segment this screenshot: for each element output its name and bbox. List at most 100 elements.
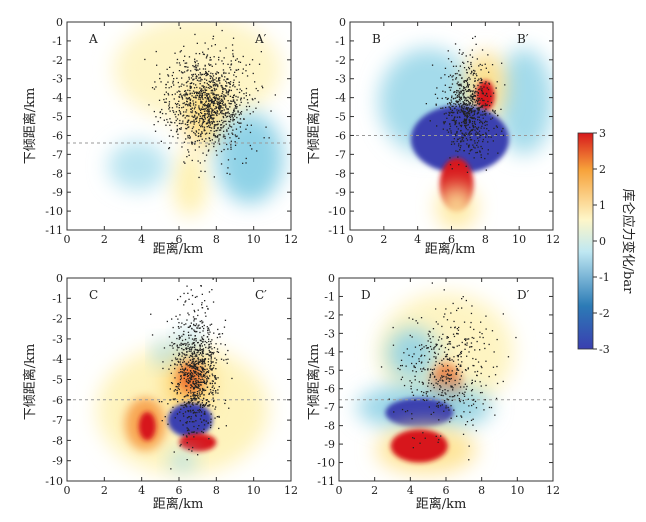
aftershock-point bbox=[446, 98, 448, 100]
aftershock-point bbox=[469, 126, 471, 129]
aftershock-point bbox=[434, 364, 436, 366]
aftershock-point bbox=[206, 93, 208, 95]
aftershock-point bbox=[481, 147, 483, 150]
aftershock-point bbox=[196, 93, 198, 95]
aftershock-point bbox=[222, 122, 224, 124]
aftershock-point bbox=[423, 346, 425, 348]
aftershock-point bbox=[463, 67, 466, 69]
aftershock-point bbox=[236, 116, 238, 119]
aftershock-point bbox=[198, 74, 200, 76]
aftershock-point bbox=[198, 122, 200, 124]
colorbar-tick-label: -3 bbox=[599, 343, 610, 356]
aftershock-point bbox=[469, 134, 471, 136]
aftershock-point bbox=[203, 375, 205, 377]
aftershock-point bbox=[442, 333, 444, 335]
aftershock-point bbox=[159, 111, 161, 114]
aftershock-point bbox=[200, 170, 202, 172]
aftershock-point bbox=[193, 119, 195, 121]
aftershock-point bbox=[204, 78, 206, 80]
aftershock-point bbox=[435, 356, 437, 358]
aftershock-point bbox=[472, 364, 474, 367]
aftershock-point bbox=[473, 86, 475, 88]
stress-lobe bbox=[390, 429, 448, 463]
aftershock-point bbox=[485, 67, 487, 69]
aftershock-point bbox=[206, 82, 208, 84]
aftershock-point bbox=[469, 54, 471, 56]
aftershock-point bbox=[201, 336, 203, 338]
aftershock-point bbox=[188, 432, 190, 434]
aftershock-point bbox=[162, 361, 164, 363]
aftershock-point bbox=[463, 150, 465, 152]
aftershock-point bbox=[201, 387, 204, 390]
aftershock-point bbox=[228, 407, 230, 409]
aftershock-point bbox=[191, 110, 194, 112]
aftershock-point bbox=[223, 134, 225, 136]
aftershock-point bbox=[241, 72, 244, 74]
aftershock-point bbox=[212, 405, 214, 407]
aftershock-point bbox=[211, 111, 213, 113]
aftershock-point bbox=[225, 105, 227, 107]
aftershock-point bbox=[193, 383, 196, 385]
aftershock-point bbox=[217, 127, 219, 129]
aftershock-point bbox=[437, 383, 439, 385]
aftershock-point bbox=[434, 375, 436, 378]
aftershock-point bbox=[442, 90, 444, 92]
aftershock-point bbox=[203, 73, 206, 75]
aftershock-point bbox=[477, 99, 479, 101]
aftershock-point bbox=[222, 100, 224, 102]
aftershock-point bbox=[445, 376, 447, 378]
aftershock-point bbox=[199, 366, 202, 368]
aftershock-point bbox=[173, 84, 175, 86]
aftershock-point bbox=[428, 330, 430, 332]
aftershock-point bbox=[482, 117, 484, 119]
aftershock-point bbox=[432, 384, 435, 386]
aftershock-point bbox=[425, 393, 427, 395]
aftershock-point bbox=[463, 140, 465, 142]
aftershock-point bbox=[230, 140, 232, 142]
aftershock-point bbox=[472, 125, 475, 128]
aftershock-point bbox=[202, 431, 204, 434]
aftershock-point bbox=[196, 86, 198, 89]
aftershock-point bbox=[484, 83, 486, 85]
aftershock-point bbox=[213, 87, 215, 90]
aftershock-point bbox=[215, 106, 217, 108]
aftershock-point bbox=[184, 356, 187, 359]
aftershock-point bbox=[198, 390, 200, 392]
aftershock-point bbox=[186, 442, 188, 444]
aftershock-point bbox=[238, 114, 240, 116]
aftershock-point bbox=[444, 401, 446, 404]
aftershock-point bbox=[183, 361, 185, 363]
aftershock-point bbox=[207, 347, 209, 349]
aftershock-point bbox=[190, 346, 192, 348]
aftershock-point bbox=[208, 107, 210, 109]
aftershock-point bbox=[471, 111, 473, 113]
aftershock-point bbox=[467, 99, 469, 101]
aftershock-point bbox=[157, 120, 159, 123]
aftershock-point bbox=[229, 103, 231, 105]
aftershock-point bbox=[465, 69, 468, 71]
aftershock-point bbox=[469, 136, 471, 139]
aftershock-point bbox=[476, 107, 478, 110]
aftershock-point bbox=[189, 348, 191, 351]
aftershock-point bbox=[195, 101, 197, 103]
y-tick-label: -6 bbox=[52, 394, 63, 407]
aftershock-point bbox=[227, 148, 229, 150]
aftershock-point bbox=[173, 332, 175, 334]
aftershock-point bbox=[449, 112, 451, 114]
aftershock-point bbox=[183, 357, 185, 359]
aftershock-point bbox=[473, 126, 475, 129]
aftershock-point bbox=[470, 96, 472, 98]
aftershock-point bbox=[190, 398, 192, 400]
aftershock-point bbox=[443, 351, 446, 353]
aftershock-point bbox=[480, 134, 482, 136]
aftershock-point bbox=[201, 307, 203, 309]
aftershock-point bbox=[189, 325, 191, 327]
aftershock-point bbox=[263, 137, 265, 139]
aftershock-point bbox=[191, 130, 193, 132]
aftershock-point bbox=[215, 390, 217, 392]
aftershock-point bbox=[201, 338, 203, 340]
aftershock-point bbox=[251, 98, 253, 100]
aftershock-point bbox=[186, 427, 188, 429]
aftershock-point bbox=[183, 45, 185, 47]
aftershock-point bbox=[201, 362, 204, 364]
